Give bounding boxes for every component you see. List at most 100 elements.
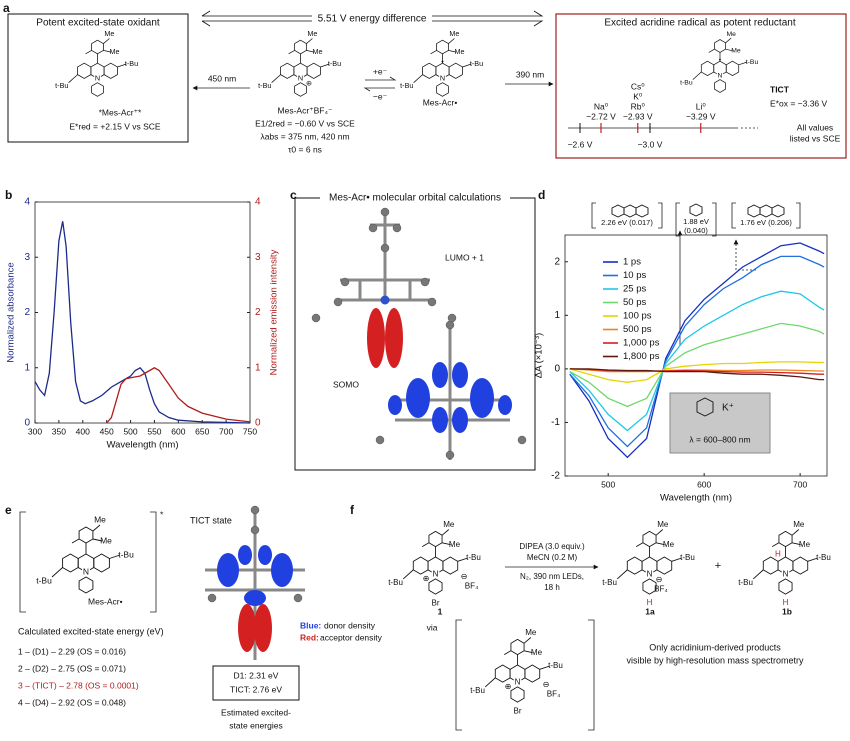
annotation: 1.88 eV <box>683 217 709 226</box>
x-tick-label: 400 <box>76 426 90 436</box>
atom-label: N <box>83 566 89 576</box>
ring <box>77 62 92 79</box>
ring <box>448 62 463 79</box>
label-bg <box>645 569 654 579</box>
label-bg <box>781 569 790 579</box>
legend-label: 100 ps <box>623 311 652 322</box>
y2-tick-label: 2 <box>255 307 261 318</box>
ring <box>294 82 307 97</box>
annotation: (0.040) <box>684 226 708 235</box>
scale-label: −3.0 V <box>638 139 663 149</box>
note: All values <box>797 122 833 132</box>
tict-label: TICT <box>770 84 790 94</box>
atom-label: Me <box>104 29 114 38</box>
box-title: Excited acridine radical as potent reduc… <box>604 18 795 29</box>
compound-number: 1 <box>438 606 443 616</box>
label-bg <box>82 567 90 577</box>
panel-label: b <box>5 188 12 202</box>
plot-frame <box>34 201 251 424</box>
atom-label: Me <box>100 535 112 545</box>
ring <box>510 638 525 656</box>
atom-label: t-Bu <box>118 549 134 559</box>
atom-label: BF₄ <box>465 582 479 591</box>
legend-key: Blue: <box>300 620 321 630</box>
atom-label: Me <box>94 514 106 524</box>
atom-label: BF₄ <box>654 584 668 593</box>
ring <box>93 553 110 573</box>
ring <box>510 686 525 703</box>
atom-label: Me <box>726 31 736 38</box>
ring <box>778 530 793 548</box>
x-axis-label: Wavelength (nm) <box>660 493 732 504</box>
atom-label: t-Bu <box>470 686 485 695</box>
ring <box>778 578 793 595</box>
property: τ0 = 6 ns <box>288 144 322 154</box>
y2-tick-label: 0 <box>255 418 261 429</box>
y-tick-label: -1 <box>551 417 560 428</box>
legend-text: acceptor density <box>320 632 383 642</box>
label-bg <box>297 74 304 83</box>
annotation: 1.76 eV (0.206) <box>740 218 792 227</box>
atom-label: Me <box>449 540 461 549</box>
metal-potential: −3.29 V <box>686 111 716 121</box>
reduce-label: +e⁻ <box>373 66 387 76</box>
y-tick-label: 0 <box>24 418 30 429</box>
series-line <box>569 368 825 373</box>
list-item: 2 – (D2) – 2.75 (OS = 0.071) <box>18 663 126 673</box>
ring <box>642 530 657 548</box>
ring <box>422 62 437 79</box>
atom-label: ⊕ <box>306 78 312 87</box>
title-bg <box>320 191 510 205</box>
list-title: Calculated excited-state energy (eV) <box>18 626 164 636</box>
panel-label: c <box>290 188 297 202</box>
ring <box>294 39 307 55</box>
potential: E*ox = −3.36 V <box>770 98 828 108</box>
atom-label: ⊖ <box>543 680 550 689</box>
orbital-box <box>294 197 536 471</box>
potential: E*red = +2.15 V vs SCE <box>69 121 161 131</box>
oxidize-label: −e⁻ <box>373 91 387 101</box>
atom-label: N <box>433 569 439 578</box>
atom-label: t-Bu <box>125 59 138 68</box>
ring <box>524 664 541 683</box>
bracket <box>455 619 595 731</box>
x-tick-label: 300 <box>28 426 42 436</box>
legend-label: 1 ps <box>623 257 641 268</box>
x-tick-label: 350 <box>52 426 66 436</box>
x-tick-label: 700 <box>793 479 807 489</box>
condition: 18 h <box>544 583 560 592</box>
series-line <box>569 255 825 448</box>
metal-name: K⁰ <box>633 91 643 101</box>
species-name: Mes-Acr⁺BF₄⁻ <box>278 105 333 115</box>
atom-label: • <box>719 57 722 64</box>
atom-label: Me <box>731 48 741 55</box>
metal-potential: −2.93 V <box>623 111 653 121</box>
equilibrium-arrows <box>363 76 397 92</box>
atom-label: t-Bu <box>680 553 695 562</box>
energy-box <box>212 665 300 701</box>
y-tick-label: 2 <box>554 256 560 267</box>
note: listed vs SCE <box>790 133 841 143</box>
label-bg <box>94 74 101 83</box>
condition: MeCN (0.2 M) <box>527 553 578 562</box>
orbital-label: SOMO <box>333 379 359 389</box>
atom-label: H <box>775 549 781 558</box>
y-tick-label: 1 <box>24 362 30 373</box>
ring <box>78 576 94 594</box>
molecule: Me Me t-Bu t-Bu N⊕ ⊖BF₄ Br <box>388 520 481 608</box>
atom-label: ⊖ <box>461 572 468 581</box>
species-name: Mes-Acr• <box>423 97 458 107</box>
ring <box>656 556 673 575</box>
ring <box>792 556 809 575</box>
legend-label: 25 ps <box>623 284 646 295</box>
atom-label: H <box>647 598 653 607</box>
metal-name: Li⁰ <box>696 101 707 111</box>
atom-label: Br <box>513 707 521 716</box>
atom-label: N <box>440 73 445 82</box>
atom-label: t-Bu <box>388 578 403 587</box>
plot-frame <box>564 234 828 477</box>
series-line <box>106 367 251 424</box>
molecule: Me Me t-Bu t-Bu N • <box>400 29 483 97</box>
species-name: Mes-Acr• <box>88 596 123 606</box>
